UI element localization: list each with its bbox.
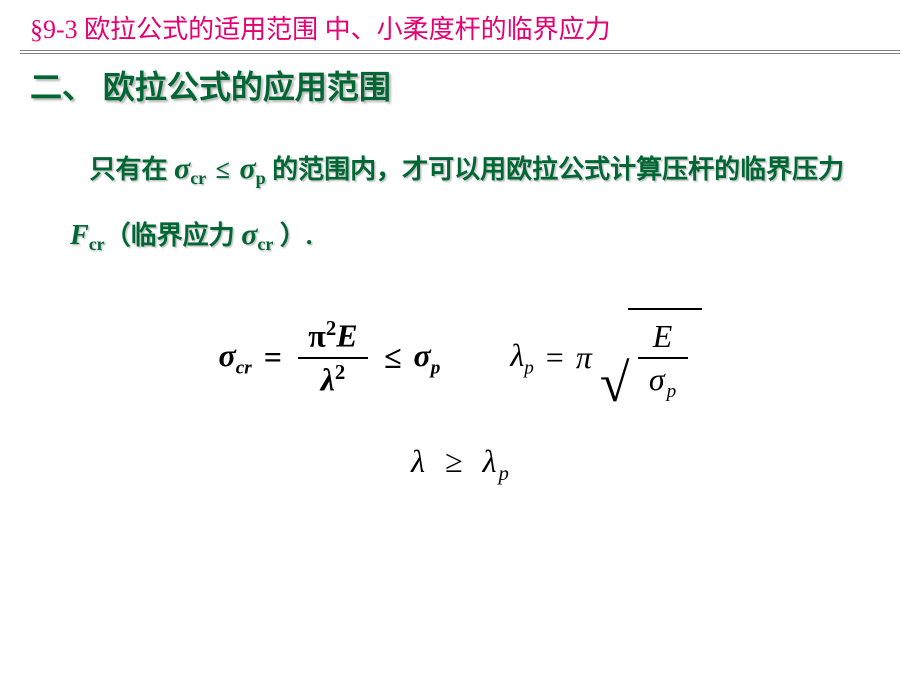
m1-p: p <box>431 357 441 378</box>
subscript-cr-2: cr <box>89 235 105 255</box>
m3-lambda: λ <box>411 443 425 479</box>
m1-pi: π <box>308 318 326 354</box>
math-row-2: λ ≥ λp <box>0 443 920 485</box>
section-title: §9-3 欧拉公式的适用范围 中、小柔度杆的临界应力 <box>0 0 920 48</box>
section-number: §9-3 <box>30 15 78 44</box>
m1-le: ≤ <box>380 339 406 376</box>
subscript-p: p <box>256 169 266 189</box>
content-paragraph: 只有在 σcr ≤ σp 的范围内，才可以用欧拉公式计算压杆的临界压力 Fcr（… <box>0 128 920 288</box>
m2-fraction: E σp <box>638 316 688 405</box>
m1-fraction: π2E λ2 <box>298 315 368 400</box>
m1-sigma2: σ <box>414 337 431 373</box>
m1-eq: = <box>260 339 286 376</box>
text-part-2: 的范围内，才可以用欧拉公式计算压杆的临界压力 <box>272 155 844 184</box>
sigma-symbol-2: σ <box>239 152 255 185</box>
m1-sup2: 2 <box>335 361 345 384</box>
sqrt-body: E σp <box>628 308 702 407</box>
m2-lambda: λ <box>510 337 524 373</box>
m3-ge: ≥ <box>441 443 467 479</box>
subscript-cr-3: cr <box>257 235 273 255</box>
euler-stress-formula: σcr = π2E λ2 ≤ σp <box>218 315 440 400</box>
m2-eq: = <box>542 339 568 376</box>
m1-E: E <box>336 318 357 354</box>
m2-p2: p <box>665 381 677 402</box>
m3-lambda2: λ <box>483 443 497 479</box>
text-part-4: ）. <box>280 221 313 250</box>
heading-number: 二、 <box>30 69 94 105</box>
le-operator: ≤ <box>213 155 233 184</box>
m2-sigma: σ <box>649 361 665 397</box>
sigma-symbol-3: σ <box>241 218 257 251</box>
sigma-symbol: σ <box>174 152 190 185</box>
lambda-p-formula: λp = π √ E σp <box>510 308 701 407</box>
m1-sigma: σ <box>218 337 235 373</box>
m1-sup1: 2 <box>326 317 336 340</box>
section-text: 欧拉公式的适用范围 中、小柔度杆的临界应力 <box>84 15 611 44</box>
m1-lambda: λ <box>321 361 335 397</box>
m2-sqrt: √ E σp <box>600 308 702 407</box>
m2-p: p <box>524 357 534 378</box>
heading-text: 欧拉公式的应用范围 <box>103 69 391 105</box>
text-part-3: （临界应力 <box>105 221 242 250</box>
subsection-heading: 二、 欧拉公式的应用范围 <box>0 54 920 128</box>
text-part-1: 只有在 <box>90 155 175 184</box>
F-symbol: F <box>70 220 89 251</box>
math-row-1: σcr = π2E λ2 ≤ σp λp = π √ E σp <box>0 308 920 407</box>
subscript-cr: cr <box>190 169 206 189</box>
m2-E: E <box>647 316 679 357</box>
m1-cr: cr <box>236 357 252 378</box>
m3-p: p <box>496 462 508 485</box>
m2-pi: π <box>576 339 592 376</box>
sqrt-sign: √ <box>600 356 630 410</box>
